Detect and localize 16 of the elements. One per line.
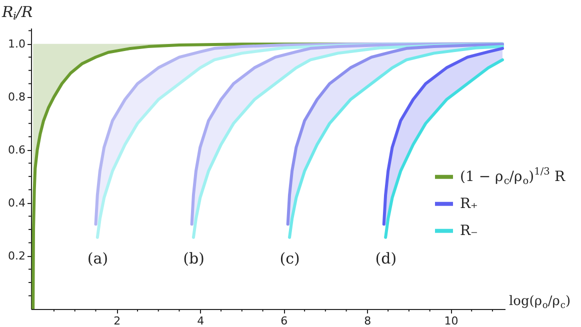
x-tick-label: 4: [197, 314, 204, 327]
legend-label: R₊: [460, 196, 478, 212]
y-tick-label: 0.8: [8, 90, 26, 104]
x-tick-label: 8: [364, 314, 372, 327]
annotation: (a): [87, 249, 108, 268]
y-tick-label: 0.2: [8, 249, 26, 262]
annotation: (b): [183, 249, 204, 268]
y-tick-label: 1.0: [8, 37, 26, 50]
legend-label: R₋: [460, 222, 478, 239]
y-tick-label: 0.6: [8, 143, 26, 156]
annotation: (c): [280, 249, 300, 268]
y-tick-label: 0.4: [8, 196, 26, 210]
x-tick-label: 10: [444, 314, 458, 327]
x-tick-label: 2: [114, 314, 121, 327]
x-tick-label: 6: [280, 314, 288, 327]
annotation: (d): [375, 249, 397, 268]
